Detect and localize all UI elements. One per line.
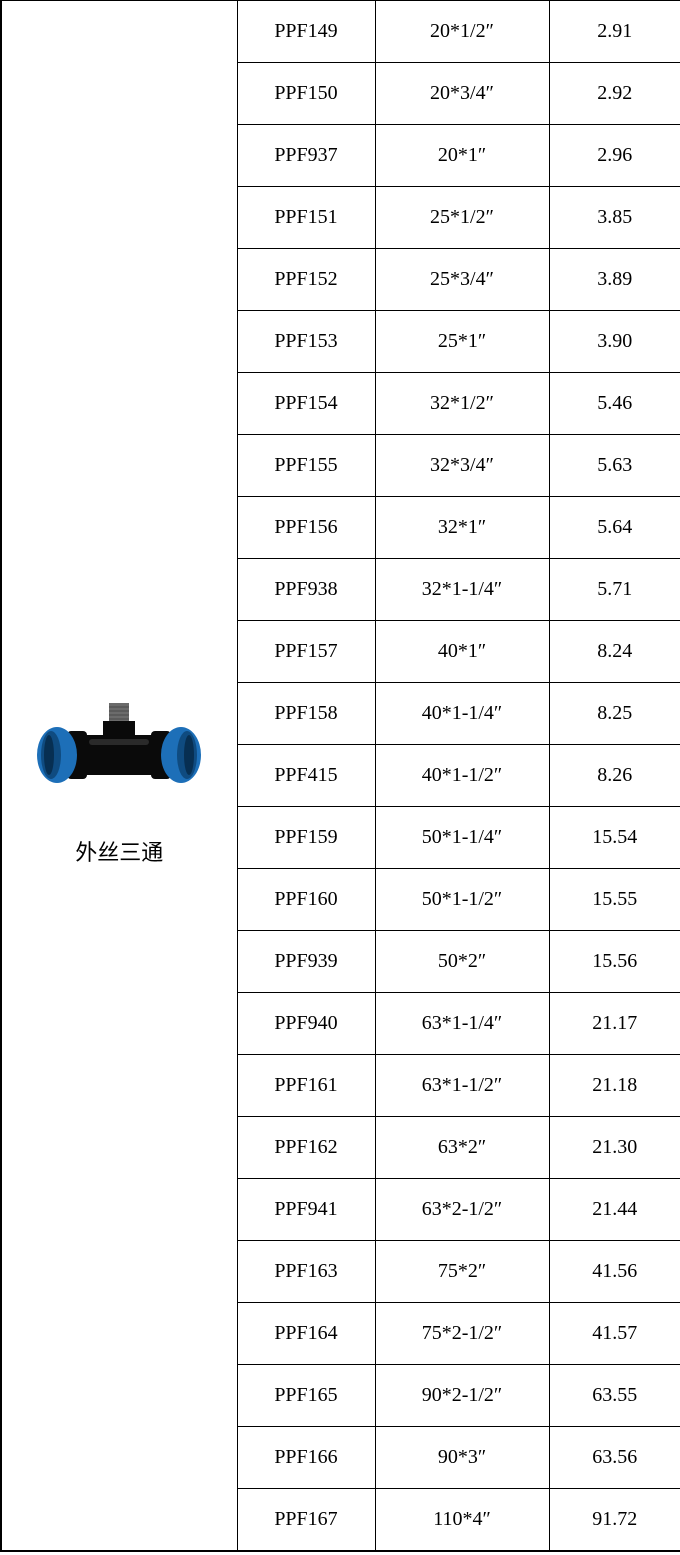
- cell-spec: 90*3″: [375, 1427, 549, 1489]
- cell-code: PPF153: [237, 311, 375, 373]
- cell-code: PPF415: [237, 745, 375, 807]
- cell-code: PPF940: [237, 993, 375, 1055]
- product-label: 外丝三通: [2, 835, 237, 867]
- cell-spec: 63*1-1/2″: [375, 1055, 549, 1117]
- cell-code: PPF167: [237, 1489, 375, 1552]
- cell-spec: 40*1″: [375, 621, 549, 683]
- table-row: 外丝三通 PPF14920*1/2″2.91: [1, 1, 680, 63]
- cell-price: 41.57: [549, 1303, 680, 1365]
- cell-price: 41.56: [549, 1241, 680, 1303]
- cell-code: PPF151: [237, 187, 375, 249]
- cell-spec: 50*2″: [375, 931, 549, 993]
- product-spec-table: 外丝三通 PPF14920*1/2″2.91PPF15020*3/4″2.92P…: [0, 0, 680, 1552]
- cell-spec: 110*4″: [375, 1489, 549, 1552]
- cell-spec: 25*1″: [375, 311, 549, 373]
- cell-code: PPF156: [237, 497, 375, 559]
- cell-code: PPF154: [237, 373, 375, 435]
- cell-price: 15.55: [549, 869, 680, 931]
- cell-price: 3.90: [549, 311, 680, 373]
- cell-code: PPF163: [237, 1241, 375, 1303]
- cell-code: PPF150: [237, 63, 375, 125]
- cell-code: PPF149: [237, 1, 375, 63]
- cell-price: 3.89: [549, 249, 680, 311]
- cell-code: PPF939: [237, 931, 375, 993]
- cell-spec: 75*2-1/2″: [375, 1303, 549, 1365]
- cell-code: PPF937: [237, 125, 375, 187]
- cell-spec: 25*1/2″: [375, 187, 549, 249]
- cell-spec: 63*2-1/2″: [375, 1179, 549, 1241]
- cell-spec: 90*2-1/2″: [375, 1365, 549, 1427]
- cell-price: 5.64: [549, 497, 680, 559]
- cell-price: 91.72: [549, 1489, 680, 1552]
- cell-price: 8.26: [549, 745, 680, 807]
- cell-price: 8.25: [549, 683, 680, 745]
- cell-price: 15.56: [549, 931, 680, 993]
- cell-spec: 32*1-1/4″: [375, 559, 549, 621]
- cell-price: 5.46: [549, 373, 680, 435]
- cell-spec: 63*2″: [375, 1117, 549, 1179]
- cell-code: PPF160: [237, 869, 375, 931]
- cell-price: 21.17: [549, 993, 680, 1055]
- cell-spec: 63*1-1/4″: [375, 993, 549, 1055]
- cell-spec: 20*1/2″: [375, 1, 549, 63]
- cell-price: 21.30: [549, 1117, 680, 1179]
- cell-price: 63.56: [549, 1427, 680, 1489]
- cell-code: PPF162: [237, 1117, 375, 1179]
- cell-code: PPF166: [237, 1427, 375, 1489]
- cell-code: PPF165: [237, 1365, 375, 1427]
- cell-spec: 32*3/4″: [375, 435, 549, 497]
- cell-code: PPF161: [237, 1055, 375, 1117]
- cell-spec: 32*1″: [375, 497, 549, 559]
- cell-spec: 40*1-1/2″: [375, 745, 549, 807]
- cell-spec: 20*3/4″: [375, 63, 549, 125]
- cell-spec: 20*1″: [375, 125, 549, 187]
- cell-code: PPF157: [237, 621, 375, 683]
- product-image-cell: 外丝三通: [1, 1, 237, 1552]
- cell-price: 15.54: [549, 807, 680, 869]
- cell-code: PPF164: [237, 1303, 375, 1365]
- cell-spec: 25*3/4″: [375, 249, 549, 311]
- cell-spec: 40*1-1/4″: [375, 683, 549, 745]
- cell-price: 21.18: [549, 1055, 680, 1117]
- cell-spec: 32*1/2″: [375, 373, 549, 435]
- cell-code: PPF941: [237, 1179, 375, 1241]
- cell-price: 63.55: [549, 1365, 680, 1427]
- tee-fitting-icon: [29, 685, 209, 805]
- cell-price: 21.44: [549, 1179, 680, 1241]
- cell-price: 2.91: [549, 1, 680, 63]
- cell-price: 5.63: [549, 435, 680, 497]
- cell-code: PPF158: [237, 683, 375, 745]
- cell-price: 2.92: [549, 63, 680, 125]
- cell-price: 3.85: [549, 187, 680, 249]
- cell-price: 5.71: [549, 559, 680, 621]
- cell-code: PPF152: [237, 249, 375, 311]
- cell-code: PPF159: [237, 807, 375, 869]
- cell-spec: 75*2″: [375, 1241, 549, 1303]
- cell-code: PPF938: [237, 559, 375, 621]
- cell-code: PPF155: [237, 435, 375, 497]
- cell-price: 2.96: [549, 125, 680, 187]
- cell-spec: 50*1-1/4″: [375, 807, 549, 869]
- cell-spec: 50*1-1/2″: [375, 869, 549, 931]
- cell-price: 8.24: [549, 621, 680, 683]
